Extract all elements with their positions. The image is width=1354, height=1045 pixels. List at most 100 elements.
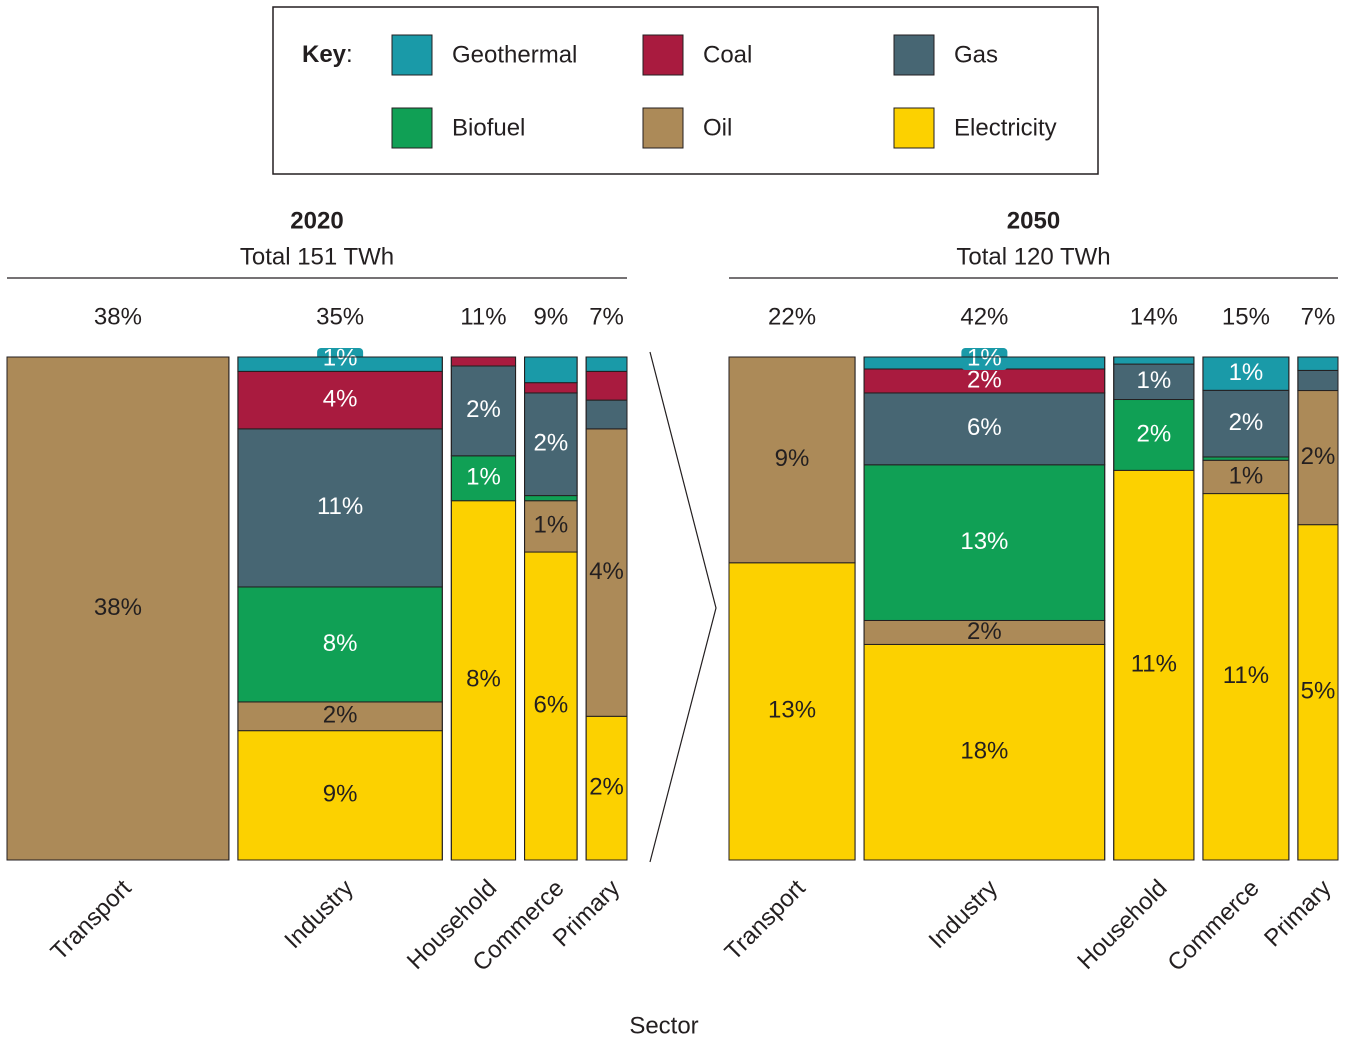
column-outline xyxy=(728,356,856,861)
segment xyxy=(1297,390,1339,526)
legend-label: Oil xyxy=(703,114,732,141)
segment-label: 11% xyxy=(317,493,363,520)
segment xyxy=(1297,369,1339,392)
share-label: 15% xyxy=(1222,303,1270,330)
legend-label: Gas xyxy=(954,41,998,68)
column-outline xyxy=(237,356,443,861)
segment xyxy=(524,500,578,553)
segment xyxy=(237,701,443,732)
segment-label: 5% xyxy=(1301,678,1336,705)
legend-swatch xyxy=(893,34,935,76)
segment xyxy=(728,356,856,564)
column-outline xyxy=(863,356,1106,861)
x-axis-label: Sector xyxy=(629,1012,698,1039)
category-label: Transport xyxy=(720,874,811,965)
segment-label: 6% xyxy=(533,691,568,718)
segment-label: 1% xyxy=(1136,367,1171,394)
segment-label: 13% xyxy=(960,528,1008,555)
label-badge xyxy=(961,348,1008,370)
legend-swatch xyxy=(642,107,684,149)
segment xyxy=(863,464,1106,621)
share-label: 7% xyxy=(1301,303,1336,330)
share-label: 38% xyxy=(94,303,142,330)
segment-label: 4% xyxy=(323,385,358,412)
column-outline xyxy=(585,356,628,861)
segment-label: 2% xyxy=(533,430,568,457)
category-label: Commerce xyxy=(1163,875,1265,977)
segment-label: 18% xyxy=(960,738,1008,765)
segment-label: 8% xyxy=(466,666,501,693)
segment xyxy=(1113,356,1195,365)
segment xyxy=(524,551,578,861)
key-text: Key xyxy=(302,41,347,68)
segment xyxy=(863,643,1106,861)
share-label: 11% xyxy=(460,303,506,330)
segment-label: 1% xyxy=(1229,462,1264,489)
segment xyxy=(728,562,856,861)
share-label: 22% xyxy=(768,303,816,330)
legend-swatch xyxy=(893,107,935,149)
panel-title: 2050 xyxy=(1007,207,1060,234)
column-outline xyxy=(6,356,230,861)
segment-label: 8% xyxy=(323,630,358,657)
legend-label: Biofuel xyxy=(452,114,525,141)
segment-label: 1% xyxy=(323,344,358,371)
legend-label: Electricity xyxy=(954,114,1057,141)
category-label: Transport xyxy=(46,874,137,965)
column-outline xyxy=(450,356,517,861)
share-label: 35% xyxy=(316,303,364,330)
segment-label: 9% xyxy=(323,781,358,808)
share-label: 42% xyxy=(960,303,1008,330)
segment-label: 2% xyxy=(323,702,358,729)
column-outline xyxy=(1297,356,1339,861)
legend-swatch xyxy=(642,34,684,76)
segment xyxy=(524,356,578,384)
segment xyxy=(1113,399,1195,471)
segment xyxy=(863,392,1106,466)
segment-label: 11% xyxy=(1223,662,1269,689)
segment xyxy=(450,356,517,367)
column-outline xyxy=(524,356,578,861)
segment xyxy=(585,370,628,401)
arrow xyxy=(649,351,717,863)
panel-subtitle: Total 151 TWh xyxy=(240,243,394,270)
segment-label: 9% xyxy=(775,445,810,472)
segment xyxy=(524,382,578,394)
legend-key: Key: xyxy=(302,41,353,68)
legend-box xyxy=(272,6,1099,175)
segment-label: 1% xyxy=(533,512,568,539)
legend-label: Geothermal xyxy=(452,41,577,68)
share-label: 14% xyxy=(1130,303,1178,330)
segment xyxy=(585,399,628,430)
key-punctuation: : xyxy=(346,41,353,68)
category-label: Primary xyxy=(1259,875,1337,953)
segment xyxy=(237,586,443,703)
segment-label: 11% xyxy=(1131,651,1177,678)
panel-title: 2020 xyxy=(290,207,343,234)
segment-label: 13% xyxy=(768,697,816,724)
category-label: Household xyxy=(1072,875,1172,975)
segment-label: 2% xyxy=(1229,409,1264,436)
share-label: 9% xyxy=(533,303,568,330)
segment-label: 1% xyxy=(1229,359,1264,386)
segment-label: 2% xyxy=(967,618,1002,645)
legend-swatch xyxy=(391,107,433,149)
segment-label: 4% xyxy=(589,558,624,585)
legend-swatch xyxy=(391,34,433,76)
segment-label: 38% xyxy=(94,594,142,621)
segment xyxy=(585,356,628,372)
label-badge xyxy=(317,348,364,370)
legend-label: Coal xyxy=(703,41,752,68)
panel-subtitle: Total 120 TWh xyxy=(956,243,1110,270)
column-outline xyxy=(1113,356,1195,861)
segment-label: 2% xyxy=(1136,420,1171,447)
category-label: Industry xyxy=(279,875,358,954)
segment-label: 1% xyxy=(466,464,501,491)
share-label: 7% xyxy=(589,303,624,330)
segment-label: 6% xyxy=(967,414,1002,441)
segment xyxy=(1297,356,1339,371)
segment-label: 1% xyxy=(967,344,1002,371)
segment-label: 2% xyxy=(967,366,1002,393)
